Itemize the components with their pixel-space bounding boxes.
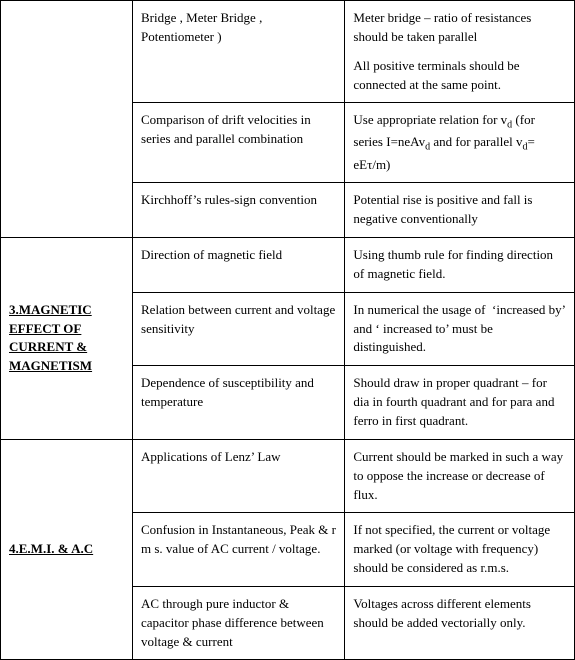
topic-cell: Dependence of susceptibility and tempera…	[133, 366, 345, 440]
topic-cell: AC through pure inductor & capacitor pha…	[133, 586, 345, 660]
topic-cell: Kirchhoff’s rules-sign convention	[133, 183, 345, 238]
topic-cell: Bridge , Meter Bridge , Potentiometer )	[133, 1, 345, 103]
table-row: 4.E.M.I. & A.CApplications of Lenz’ LawC…	[1, 439, 575, 513]
topic-cell: Comparison of drift velocities in series…	[133, 103, 345, 183]
note-cell: If not specified, the current or voltage…	[345, 513, 575, 587]
section-header	[1, 1, 133, 238]
topic-cell: Relation between current and voltage sen…	[133, 292, 345, 366]
note-cell: Meter bridge – ratio of resistances shou…	[345, 1, 575, 103]
table-row: Bridge , Meter Bridge , Potentiometer )M…	[1, 1, 575, 103]
section-header: 3.MAGNETIC EFFECT OF CURRENT & MAGNETISM	[1, 238, 133, 440]
note-cell: Potential rise is positive and fall is n…	[345, 183, 575, 238]
note-cell: Current should be marked in such a way t…	[345, 439, 575, 513]
topic-cell: Confusion in Instantaneous, Peak & r m s…	[133, 513, 345, 587]
note-cell: Use appropriate relation for vd (for ser…	[345, 103, 575, 183]
note-cell: Should draw in proper quadrant – for dia…	[345, 366, 575, 440]
concepts-table: Bridge , Meter Bridge , Potentiometer )M…	[0, 0, 575, 660]
table-row: 3.MAGNETIC EFFECT OF CURRENT & MAGNETISM…	[1, 238, 575, 293]
note-cell: Voltages across different elements shoul…	[345, 586, 575, 660]
note-cell: Using thumb rule for finding direction o…	[345, 238, 575, 293]
topic-cell: Direction of magnetic field	[133, 238, 345, 293]
topic-cell: Applications of Lenz’ Law	[133, 439, 345, 513]
note-cell: In numerical the usage of ‘increased by’…	[345, 292, 575, 366]
section-header: 4.E.M.I. & A.C	[1, 439, 133, 660]
